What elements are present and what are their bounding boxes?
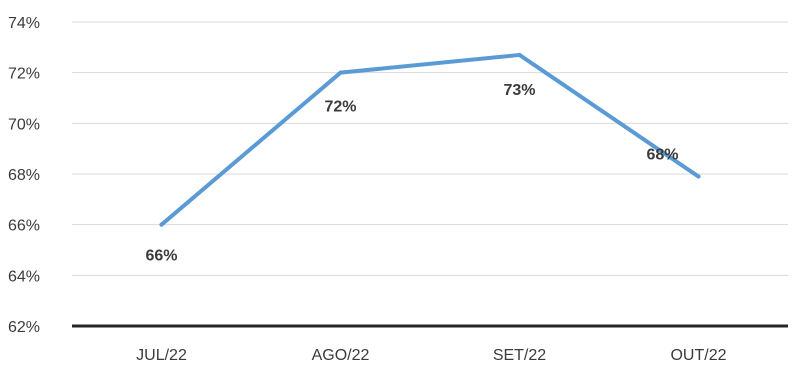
data-label: 73% xyxy=(503,82,535,99)
x-tick-label: AGO/22 xyxy=(312,347,370,364)
gridlines xyxy=(72,21,788,328)
data-point xyxy=(517,52,522,57)
data-point xyxy=(696,174,701,179)
data-point xyxy=(338,70,343,75)
y-tick-label: 72% xyxy=(8,66,40,83)
y-tick-label: 62% xyxy=(8,319,40,336)
series-layer xyxy=(159,52,701,227)
y-tick-label: 64% xyxy=(8,268,40,285)
data-label: 68% xyxy=(646,147,678,164)
y-tick-label: 68% xyxy=(8,167,40,184)
x-tick-label: SET/22 xyxy=(493,347,546,364)
y-tick-label: 74% xyxy=(8,15,40,32)
y-tick-label: 66% xyxy=(8,218,40,235)
data-label: 72% xyxy=(324,99,356,116)
y-tick-label: 70% xyxy=(8,116,40,133)
data-label: 66% xyxy=(145,248,177,265)
data-point xyxy=(159,222,164,227)
x-tick-label: JUL/22 xyxy=(136,347,187,364)
y-axis-ticks: 62% 64% 66% 68% 70% 72% 74% xyxy=(8,15,40,336)
series-line xyxy=(159,52,701,227)
x-tick-label: OUT/22 xyxy=(670,347,726,364)
data-labels: 66% 72% 73% 68% xyxy=(145,82,678,265)
x-axis-ticks: JUL/22 AGO/22 SET/22 OUT/22 xyxy=(136,347,726,364)
